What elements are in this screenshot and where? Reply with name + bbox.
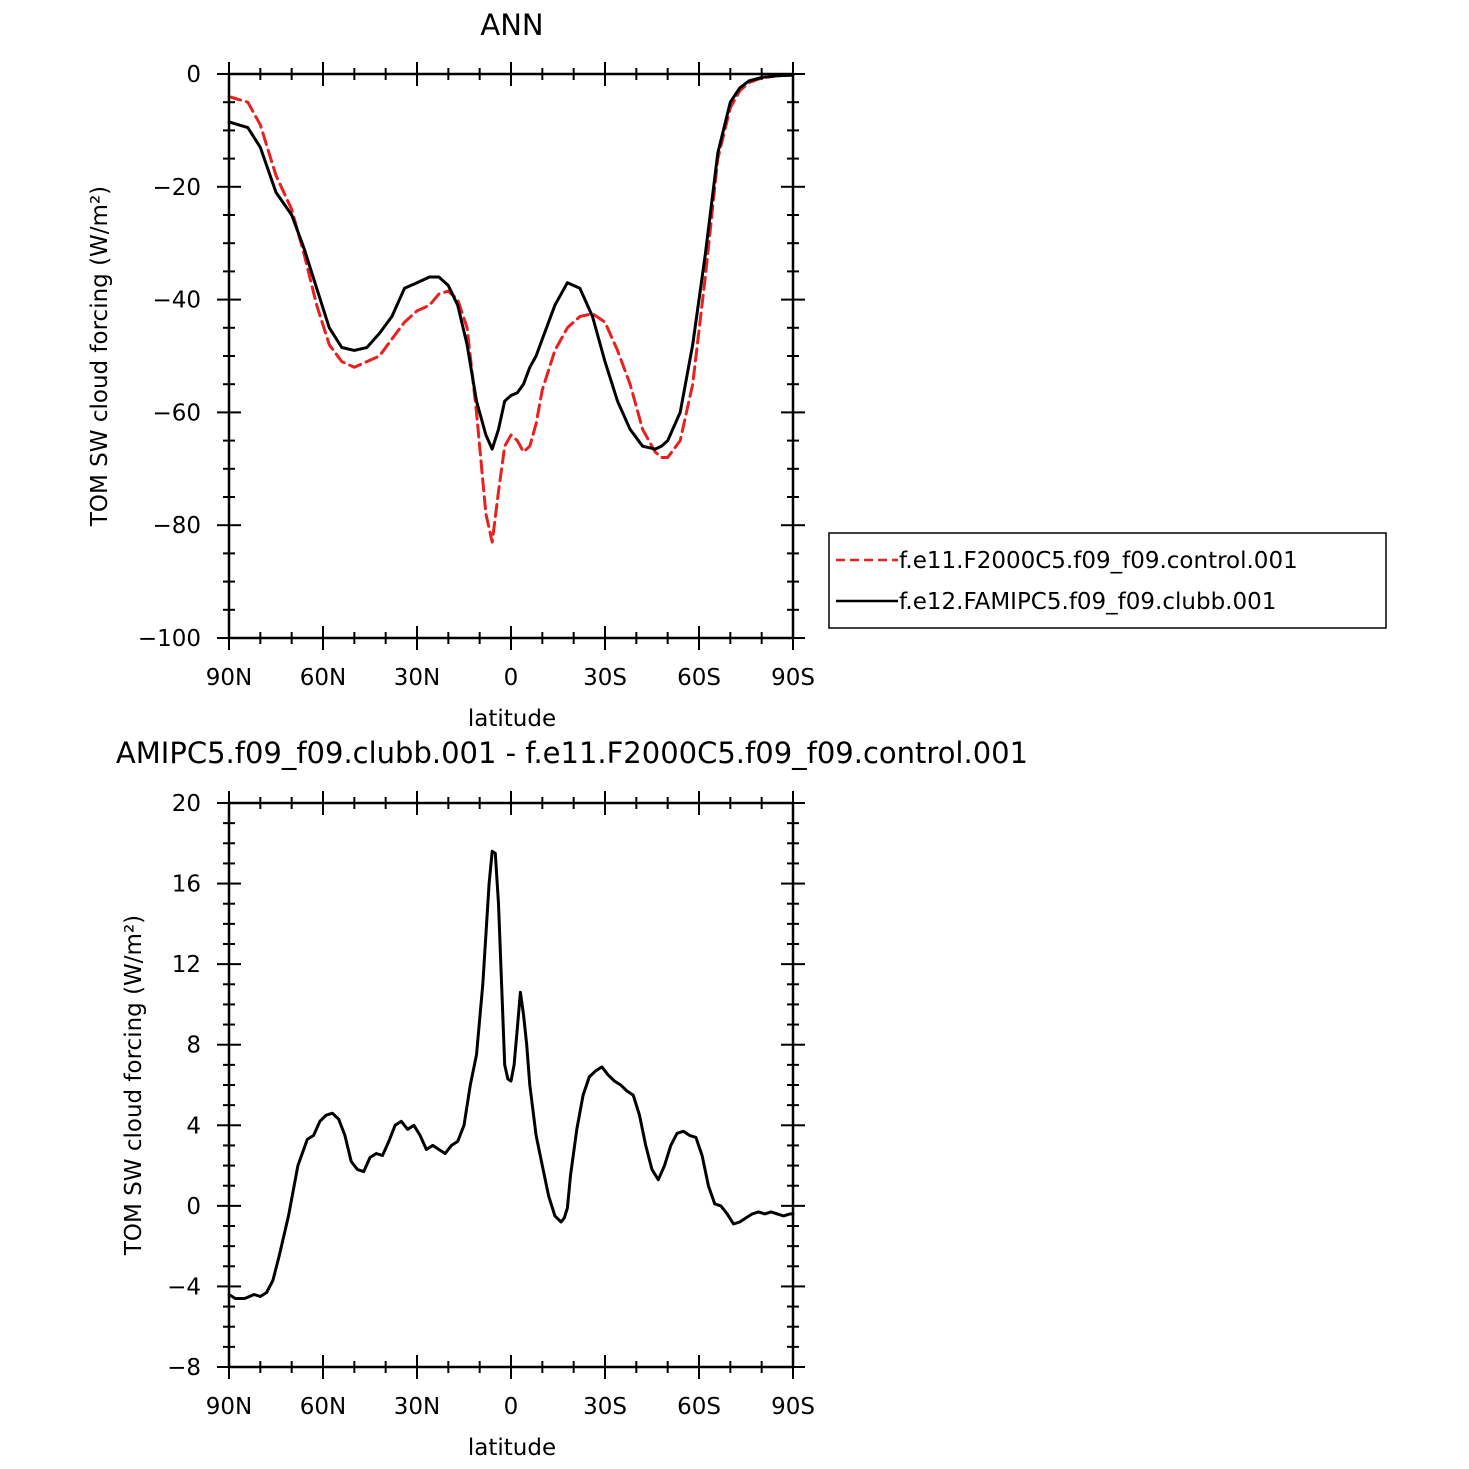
- top-y-tick-label: −60: [152, 400, 201, 426]
- bottom-y-tick-label: 20: [172, 791, 201, 817]
- bottom-y-tick-label: −8: [167, 1355, 201, 1381]
- top-x-tick-label: 30N: [394, 665, 440, 691]
- bottom-tick-labels: 90N 60N 30N 0 30S 60S 90S 20 16 12 8 4 0 −4 −8: [167, 791, 815, 1420]
- bottom-x-tick-label: 90S: [771, 1394, 815, 1420]
- bottom-axis-ticks: [217, 791, 805, 1379]
- top-x-tick-label: 0: [504, 665, 519, 691]
- bottom-x-axis-label: latitude: [468, 1435, 556, 1461]
- top-series-lines: [227, 73, 795, 544]
- legend-box: [828, 532, 1387, 629]
- top-y-tick-label: −40: [152, 288, 201, 314]
- top-plot-frame: [227, 72, 795, 640]
- bottom-y-tick-label: 4: [186, 1113, 201, 1139]
- top-y-tick-label: −20: [152, 175, 201, 201]
- legend-label-clubb: f.e12.FAMIPC5.f09_f09.clubb.001: [899, 589, 1276, 615]
- bottom-x-tick-label: 60N: [300, 1394, 346, 1420]
- legend-label-control: f.e11.F2000C5.f09_f09.control.001: [899, 548, 1298, 574]
- bottom-y-axis-label: TOM SW cloud forcing (W/m²): [121, 915, 147, 1256]
- legend: f.e11.F2000C5.f09_f09.control.001 f.e12.…: [828, 532, 1387, 629]
- top-series-line-0: [227, 73, 795, 544]
- top-axis-ticks: [217, 62, 805, 650]
- bottom-y-tick-label: 16: [172, 872, 201, 898]
- top-y-tick-label: −80: [152, 513, 201, 539]
- bottom-y-tick-label: −4: [167, 1274, 201, 1300]
- bottom-x-tick-label: 0: [504, 1394, 519, 1420]
- top-y-axis-label: TOM SW cloud forcing (W/m²): [87, 186, 113, 527]
- bottom-plot-frame: [227, 801, 795, 1369]
- bottom-chart-title: AMIPC5.f09_f09.clubb.001 - f.e11.F2000C5…: [116, 736, 1028, 770]
- top-x-tick-label: 60S: [677, 665, 721, 691]
- top-x-tick-label: 90N: [206, 665, 252, 691]
- top-series-line-1: [227, 73, 795, 451]
- bottom-y-tick-label: 0: [186, 1194, 201, 1220]
- top-x-tick-label: 60N: [300, 665, 346, 691]
- top-y-tick-label: 0: [186, 62, 201, 88]
- top-x-tick-label: 30S: [583, 665, 627, 691]
- top-y-tick-label: −100: [138, 626, 201, 652]
- top-x-tick-label: 90S: [771, 665, 815, 691]
- bottom-x-tick-label: 90N: [206, 1394, 252, 1420]
- bottom-x-tick-label: 60S: [677, 1394, 721, 1420]
- bottom-x-tick-label: 30N: [394, 1394, 440, 1420]
- top-x-axis-label: latitude: [468, 706, 556, 732]
- bottom-x-tick-label: 30S: [583, 1394, 627, 1420]
- bottom-y-tick-label: 12: [172, 952, 201, 978]
- bottom-panel: AMIPC5.f09_f09.clubb.001 - f.e11.F2000C5…: [116, 736, 1028, 1461]
- top-tick-labels: 90N 60N 30N 0 30S 60S 90S 0 −20 −40 −60 −80 −100: [138, 62, 815, 691]
- bottom-y-tick-label: 8: [186, 1033, 201, 1059]
- bottom-series-line-0: [227, 849, 795, 1300]
- top-panel: ANN TOM SW cloud forcing (W/m²) latitude…: [87, 8, 815, 732]
- bottom-series-lines: [227, 849, 795, 1300]
- top-chart-title: ANN: [480, 8, 543, 42]
